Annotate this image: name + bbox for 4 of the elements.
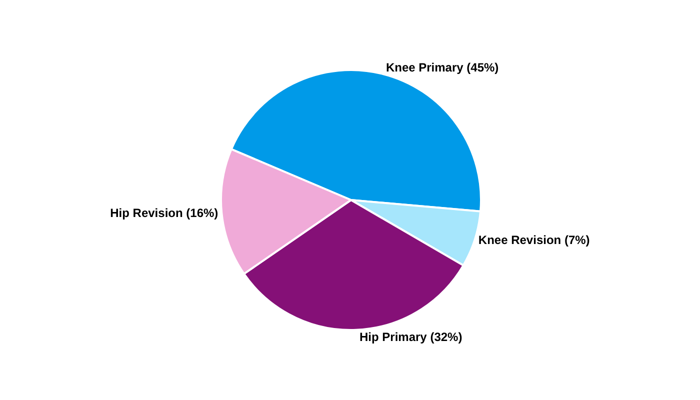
slice-label: Knee Primary (45%) [386, 60, 499, 74]
slice-label: Hip Revision (16%) [110, 206, 218, 220]
slice-label: Hip Primary (32%) [359, 330, 462, 344]
slice-label: Knee Revision (7%) [478, 232, 590, 247]
